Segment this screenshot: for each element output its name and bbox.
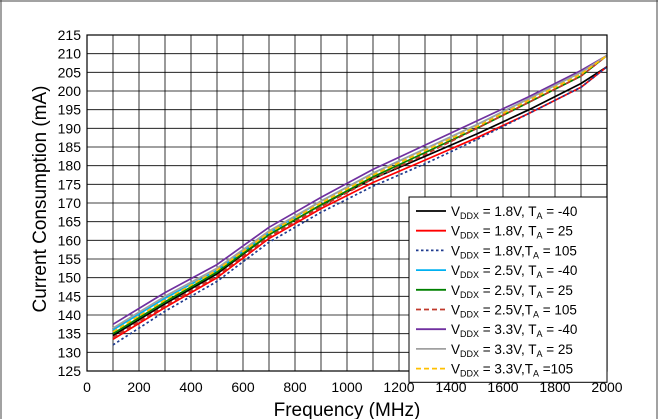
- y-tick-label: 205: [58, 64, 82, 80]
- x-tick-label: 1200: [383, 379, 414, 395]
- y-tick-label: 155: [58, 251, 82, 267]
- y-tick-labels: 125 130 135 140 145 150 155 160 165 170 175 180 185 1…: [58, 27, 82, 379]
- y-tick-label: 160: [58, 232, 82, 248]
- x-tick-labels: 0 200 400 600 800 1000 1200 1400 1600 1800 2000: [83, 379, 623, 395]
- series-line-8: [112, 54, 608, 329]
- legend-entry-label: VDDX = 3.3V,TA =105: [451, 362, 573, 379]
- series-layer: [112, 54, 608, 346]
- legend-entry-label: VDDX = 3.3V, TA = 25: [451, 342, 573, 359]
- y-tick-label: 165: [58, 214, 82, 230]
- legend-entry-label: VDDX = 2.5V,TA = 105: [451, 303, 577, 320]
- y-tick-label: 185: [58, 139, 82, 155]
- y-tick-label: 175: [58, 176, 82, 192]
- y-tick-label: 200: [58, 83, 82, 99]
- y-tick-label: 170: [58, 195, 82, 211]
- x-tick-label: 200: [127, 379, 151, 395]
- y-tick-label: 190: [58, 120, 82, 136]
- x-tick-label: 1600: [487, 379, 518, 395]
- x-tick-label: 600: [231, 379, 255, 395]
- legend-entry-label: VDDX = 1.8V,TA = 105: [451, 243, 577, 260]
- y-tick-label: 150: [58, 270, 82, 286]
- x-tick-label: 800: [283, 379, 307, 395]
- x-tick-label: 1400: [435, 379, 466, 395]
- y-tick-label: 210: [58, 46, 82, 62]
- legend-entry-label: VDDX = 3.3V, TA = -40: [451, 322, 577, 339]
- y-tick-label: 125: [58, 363, 82, 379]
- y-tick-label: 195: [58, 102, 82, 118]
- legend: VDDX = 1.8V, TA = -40 VDDX = 1.8V, TA = 2…: [408, 196, 608, 383]
- legend-entry-label: VDDX = 1.8V, TA = 25: [451, 224, 573, 241]
- x-tick-label: 0: [83, 379, 91, 395]
- y-tick-label: 145: [58, 288, 82, 304]
- legend-entry-label: VDDX = 1.8V, TA = -40: [451, 204, 577, 221]
- series-line-3: [112, 66, 608, 346]
- x-axis-title: Frequency (MHz): [274, 400, 421, 419]
- y-tick-label: 135: [58, 326, 82, 342]
- legend-entry-label: VDDX = 2.5V, TA = -40: [451, 263, 577, 280]
- x-tick-label: 2000: [591, 379, 622, 395]
- x-tick-label: 1000: [331, 379, 362, 395]
- series-line-6: [112, 54, 608, 339]
- series-line-7: [112, 54, 608, 326]
- y-tick-label: 180: [58, 158, 82, 174]
- y-tick-label: 130: [58, 344, 82, 360]
- legend-entry-label: VDDX = 2.5V, TA = 25: [451, 283, 573, 300]
- y-axis-title: Current Consumption (mA): [30, 85, 51, 312]
- series-line-9: [112, 54, 608, 333]
- x-tick-label: 1800: [539, 379, 570, 395]
- y-tick-label: 215: [58, 27, 82, 43]
- x-tick-label: 400: [179, 379, 203, 395]
- y-tick-label: 140: [58, 307, 82, 323]
